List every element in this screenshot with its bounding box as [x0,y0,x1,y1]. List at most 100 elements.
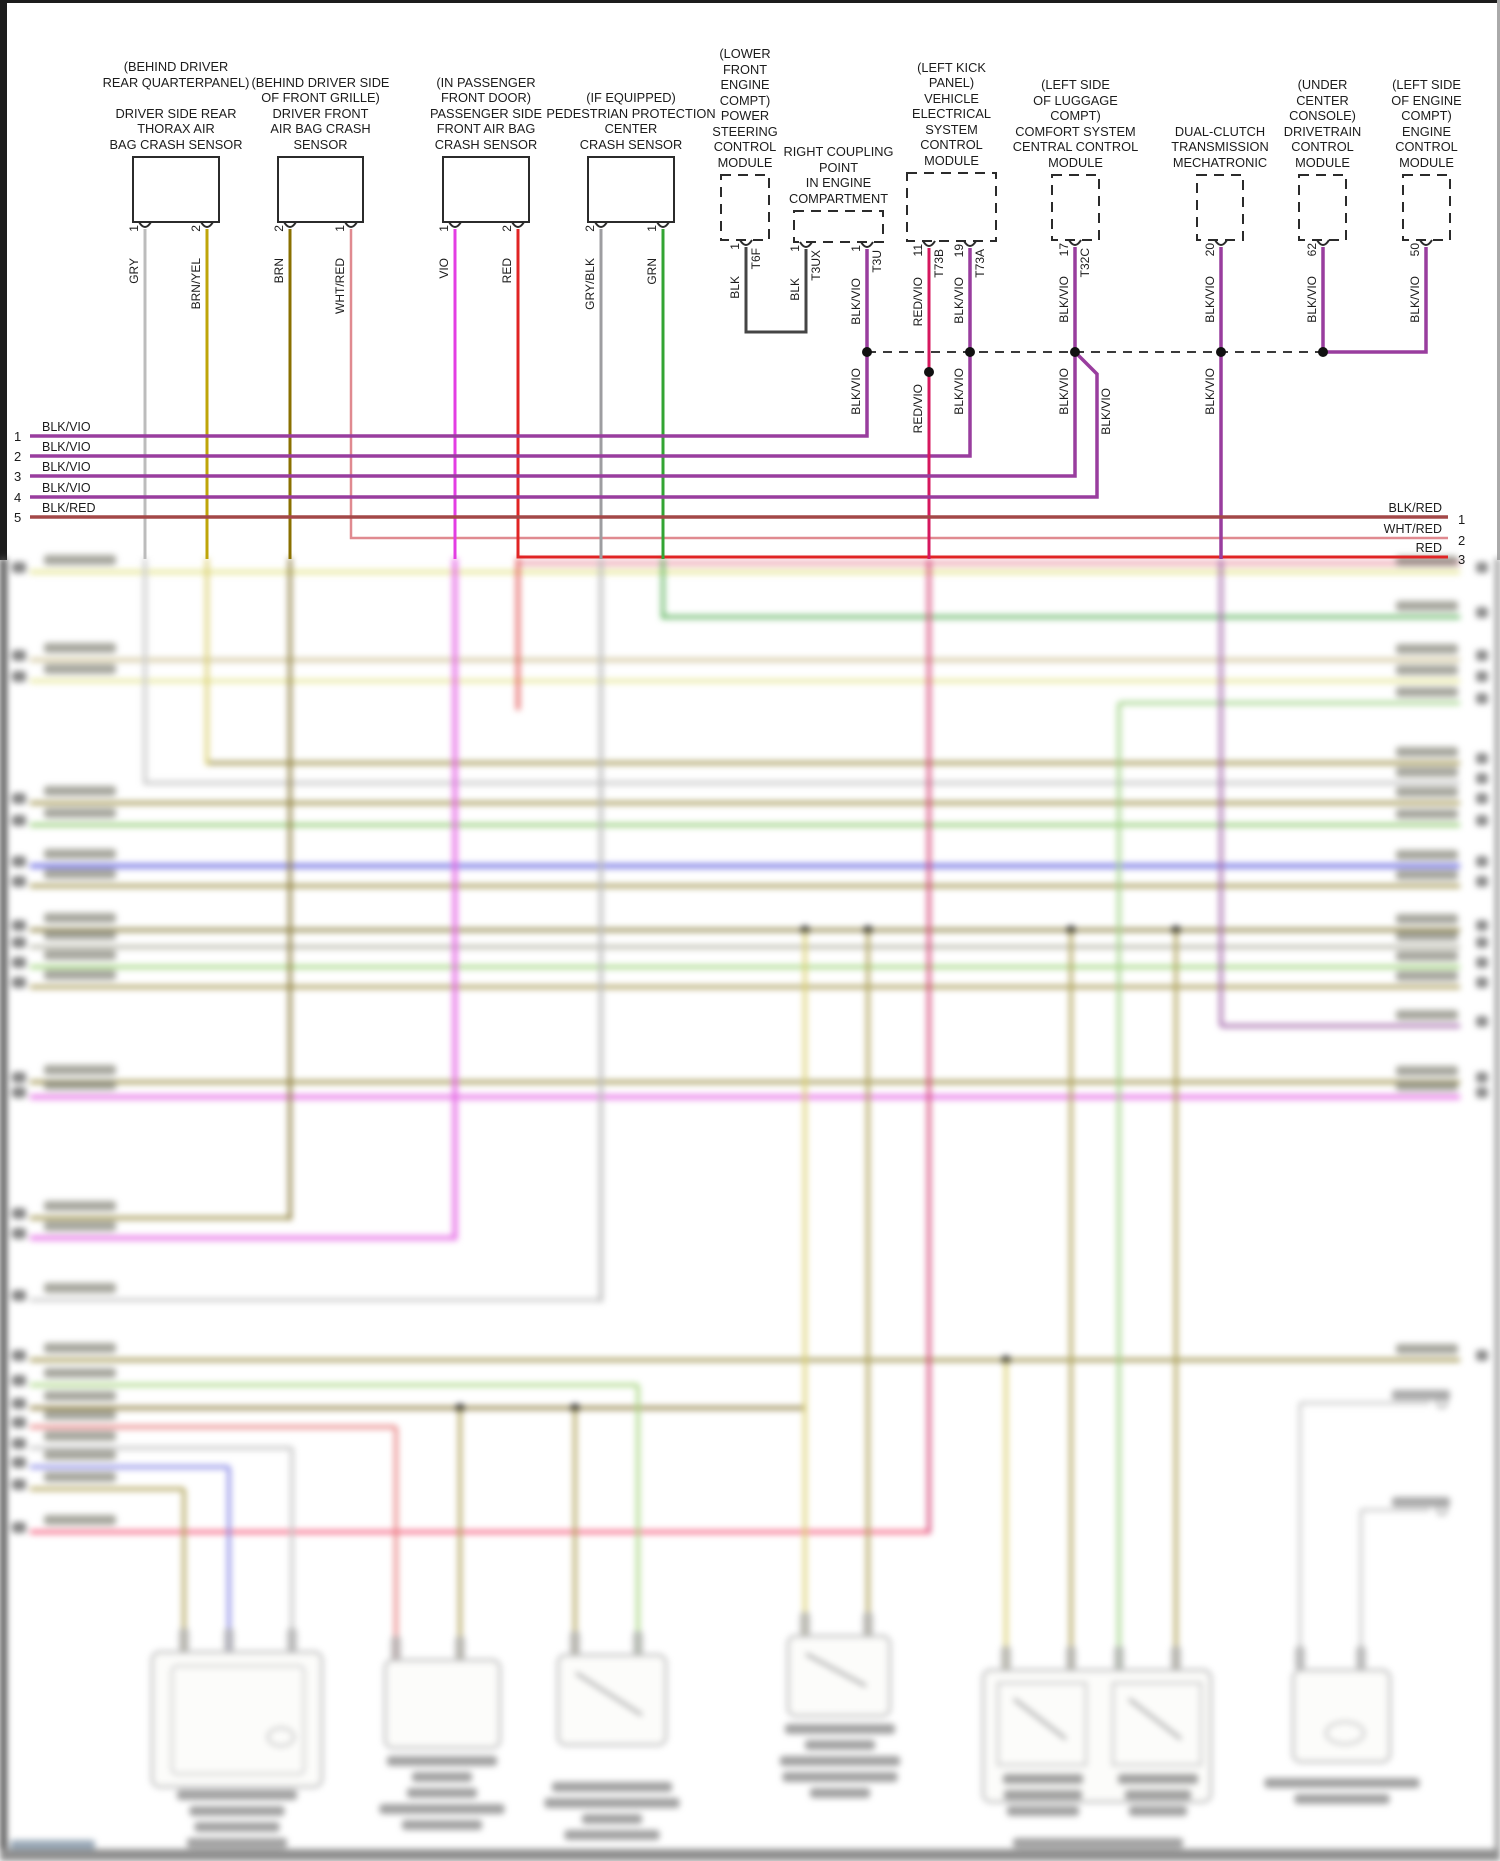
power-steering-control-module-pin-cup [739,239,753,246]
module-title-line: BAG CRASH SENSOR [109,136,243,152]
module-title-line: (LEFT KICK [917,59,986,75]
left-line-number: 1 [14,429,22,444]
blur-right-number [1476,1072,1488,1083]
wire-color-label-below-bus: BLK/VIO [1057,368,1071,415]
comp-box-2-label-smudge [412,1772,472,1782]
wire-color-label-below-bus: BLK/VIO [849,368,863,415]
left-line-number: 4 [14,490,22,505]
module-title-line: ELECTRICAL [912,106,991,121]
comp-seat-module-left-label-smudge [187,1838,287,1848]
blur-left-label [44,1201,116,1211]
blur-left-number [12,920,26,931]
module-title-line: MECHATRONIC [1172,154,1268,170]
module-title-line: COMPT) [719,92,771,108]
comp-seat-module-left-outline [150,1650,324,1789]
blur-left-number [12,1457,26,1468]
splice-dot [924,367,934,377]
comp-box-6-outline [1291,1668,1392,1764]
blur-left-label [44,1472,116,1482]
comp-switch-3-pin-connector [633,1631,643,1655]
dual-clutch-transmission-mechatronic-pin-cup [1214,239,1228,246]
blur-left-number [12,1228,26,1239]
blur-stub-terminal [1436,1397,1448,1409]
left-line-color-label: BLK/VIO [42,440,91,454]
wiring-svg [30,156,1451,559]
blur-left-number [12,1398,26,1409]
blur-left-number [12,1208,26,1219]
blur-right-label [1396,1344,1458,1354]
module-title-line: CONTROL [920,137,983,152]
blur-frame-right [1495,558,1500,1861]
module-title-line: MODULE [924,152,979,168]
drivetrain-control-module-pin-number: 62 [1305,243,1319,257]
splice-dot [862,347,872,357]
blur-right-label [1396,931,1458,941]
right-line-color-label: RED [1415,541,1442,555]
wire-color-label: BLK/VIO [1203,276,1217,323]
blur-right-number [1476,773,1488,784]
blur-left-label [44,1450,116,1460]
module-title-line: PASSENGER SIDE [429,105,543,121]
splice-dot [1216,347,1226,357]
blur-left-number [12,562,26,573]
comp-switch-3-label-smudge [582,1814,642,1824]
module-title-line: FRONT AIR BAG [436,121,536,136]
comfort-system-central-control-module-box [1051,174,1100,241]
blur-left-label [44,913,116,923]
module-title-line [103,90,250,106]
blur-right-number [1476,856,1488,867]
wire-color-label: BLK/VIO [1057,276,1071,323]
blur-right-label [1396,687,1458,697]
module-title-line: FRONT DOOR) [440,90,532,105]
blur-left-label [44,1391,116,1401]
wire-color-label-below-bus: RED/VIO [911,384,925,434]
driver-side-rear-thorax-sensor-pin-cup [200,221,214,228]
module-title-line: COMPT) [1401,108,1452,123]
comp-double-switch-pin-connector [1114,1646,1124,1670]
module-title-line: SYSTEM [925,121,978,137]
driver-side-rear-thorax-sensor-box [132,156,220,223]
comp-switch-4-outline [786,1634,892,1718]
comp-box-2-label-smudge [402,1820,482,1830]
blur-left-label [44,930,116,940]
pedestrian-protection-sensor-box [587,156,675,223]
module-title-line: OF FRONT GRILLE) [261,90,380,105]
comp-box-2-label-smudge [407,1788,477,1798]
watermark-smudge [10,1840,95,1850]
module-title-line: COMFORT SYSTEM [1015,123,1136,139]
frame-right [1497,0,1500,560]
wire-color-label: RED/VIO [911,277,925,327]
module-title-line: MODULE [1048,154,1103,170]
comp-box-6-label-smudge [1264,1778,1420,1788]
blur-left-number [12,793,26,804]
blur-right-number [1476,1087,1488,1098]
vehicle-electrical-system-control-module-pin-number: 11 [911,244,925,257]
blur-stub-terminal [1436,1504,1448,1516]
wire-color-label: BLK/VIO [1305,276,1319,323]
splice-dot [965,347,975,357]
blur-stub-label [1392,1497,1450,1507]
module-title-line: (IN PASSENGER [436,74,536,90]
blur-left-number [12,1087,26,1098]
splice-dot [1070,347,1080,357]
comp-double-switch-label-smudge [1129,1806,1187,1816]
module-title-line: CONSOLE) [1289,108,1356,123]
blur-right-label [1396,809,1458,819]
passenger-side-front-airbag-sensor-pin-cup [448,221,462,228]
blur-left-number [12,1375,26,1386]
comp-switch-4-label-smudge [810,1788,870,1798]
vehicle-electrical-system-control-module-connector-label: T73A [973,249,987,278]
blur-left-label [44,1065,116,1075]
blur-left-number [12,856,26,867]
driver-front-airbag-sensor-pin-cup [344,221,358,228]
blur-left-label [44,643,116,653]
module-title-line: (LEFT SIDE [1392,77,1461,92]
comp-seat-module-left-pin-connector [224,1628,234,1652]
right-line-number: 2 [1458,533,1466,548]
blur-right-number [1476,815,1488,826]
right-line-color-label: WHT/RED [1383,522,1442,536]
comp-switch-3-label-smudge [552,1782,672,1792]
comp-box-6-detail-oval [1325,1721,1365,1745]
blur-right-label [1396,601,1458,611]
module-title-line: THORAX AIR [137,121,215,136]
